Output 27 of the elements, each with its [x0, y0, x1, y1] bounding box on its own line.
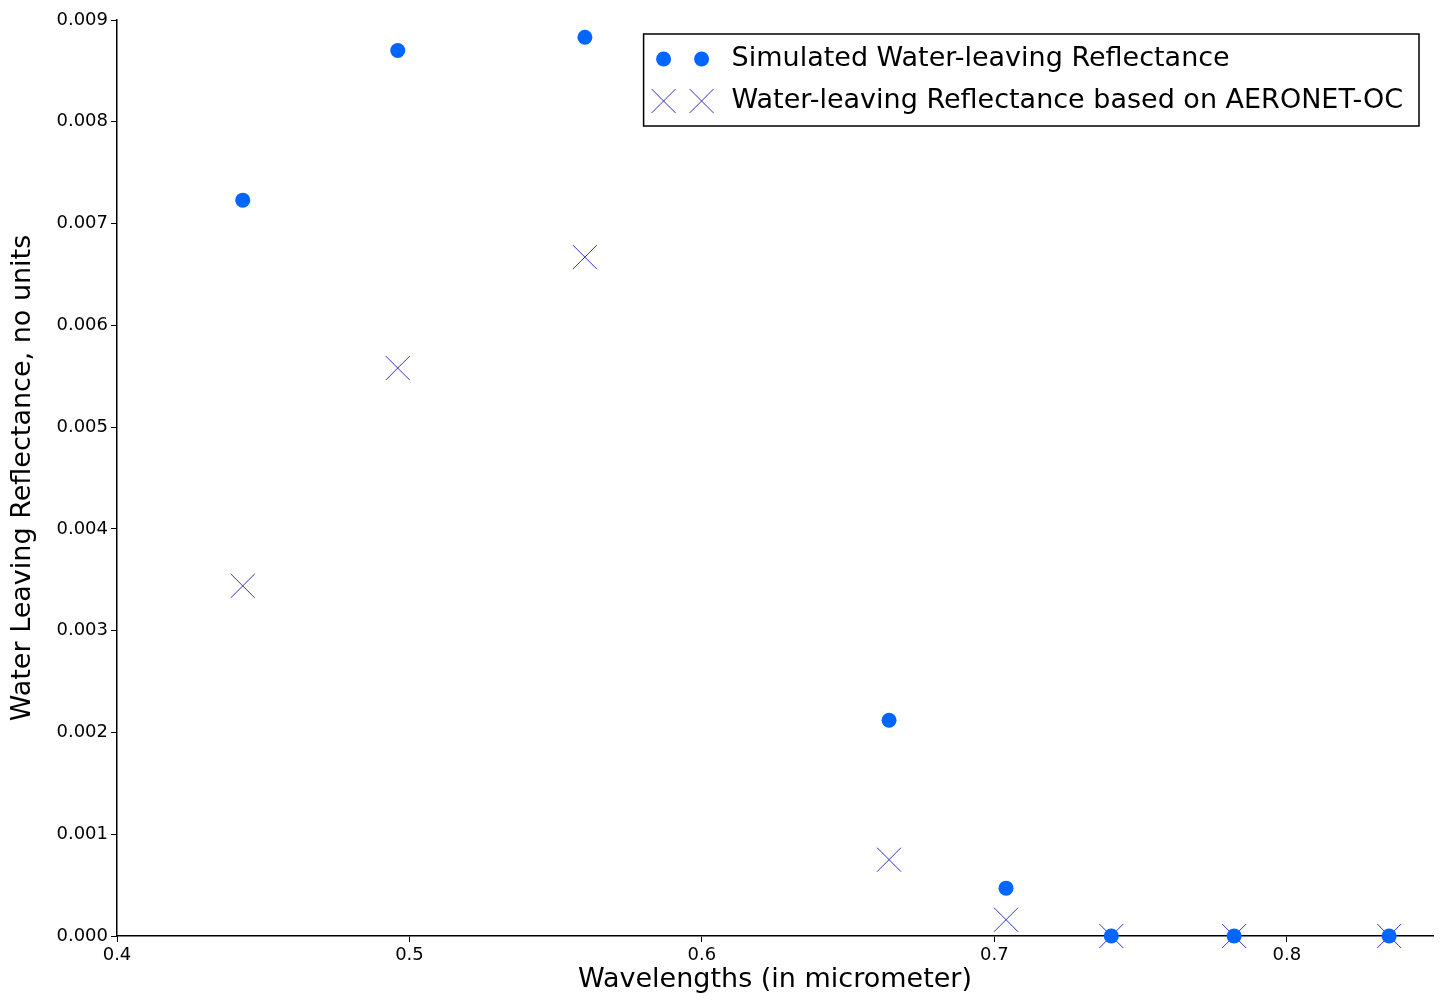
- point: [881, 712, 897, 728]
- point: [993, 907, 1019, 933]
- x-tick-label: 0.5: [395, 943, 424, 965]
- y-tick-label: 0.005: [56, 414, 108, 436]
- y-tick-label: 0.003: [56, 618, 108, 640]
- y-tick-label: 0.008: [56, 109, 108, 131]
- x-tick-label: 0.8: [1272, 943, 1302, 965]
- legend-label: Water-leaving Reflectance based on AERONET-OC: [731, 83, 1404, 115]
- y-tick-label: 0.009: [56, 7, 108, 29]
- y-tick-label: 0.006: [56, 313, 108, 335]
- y-tick-label: 0.000: [56, 923, 108, 945]
- x-tick-label: 0.4: [102, 943, 132, 965]
- y-tick-label: 0.002: [56, 720, 108, 742]
- point: [572, 244, 598, 270]
- y-tick-label: 0.007: [56, 211, 108, 233]
- point: [230, 573, 256, 599]
- y-tick-label: 0.004: [56, 516, 108, 538]
- point: [876, 847, 902, 873]
- point: [385, 355, 411, 381]
- y-axis-title: Water Leaving Reflectance, no units: [5, 234, 37, 722]
- point: [577, 29, 593, 45]
- point: [998, 880, 1014, 896]
- point: [235, 192, 251, 208]
- legend-label: Simulated Water-leaving Reflectance: [731, 41, 1230, 73]
- y-tick-label: 0.001: [56, 821, 108, 843]
- x-tick-label: 0.7: [980, 943, 1009, 965]
- point: [390, 43, 406, 59]
